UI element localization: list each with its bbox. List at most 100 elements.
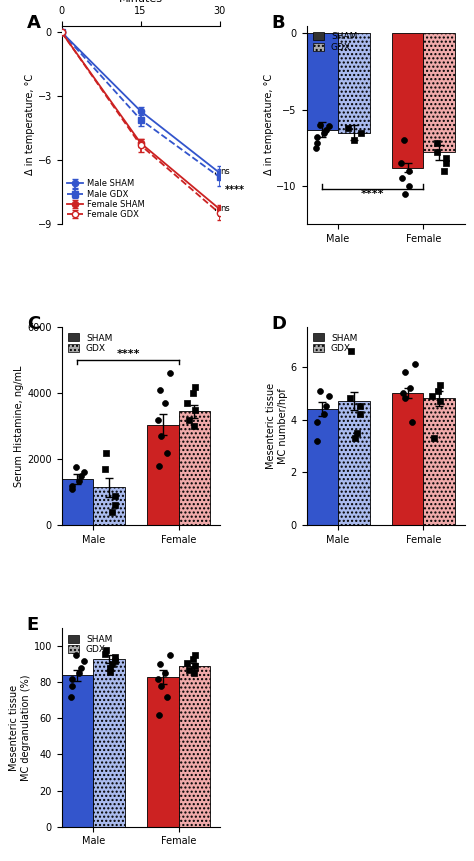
Point <box>191 419 198 433</box>
Point <box>112 650 119 664</box>
Point <box>164 690 171 703</box>
Bar <box>147 677 179 827</box>
Point <box>320 126 328 139</box>
Point <box>68 479 76 492</box>
Point <box>434 384 441 398</box>
X-axis label: Minutes: Minutes <box>118 0 163 4</box>
Point <box>164 446 171 460</box>
Y-axis label: Δ in temperature, °C: Δ in temperature, °C <box>25 74 35 176</box>
Point <box>77 469 85 483</box>
Point <box>313 130 321 144</box>
Bar <box>307 409 338 525</box>
Point <box>155 672 162 685</box>
Point <box>406 179 413 193</box>
Point <box>68 679 76 693</box>
Point <box>106 665 114 678</box>
Point <box>356 407 364 421</box>
Point <box>191 660 199 673</box>
Bar <box>338 34 370 133</box>
Point <box>433 146 441 159</box>
Point <box>313 415 321 429</box>
Point <box>191 380 199 393</box>
Point <box>111 499 119 512</box>
Point <box>111 653 119 667</box>
Point <box>322 122 329 136</box>
Point <box>399 387 407 400</box>
Bar <box>307 34 338 129</box>
Point <box>155 708 163 722</box>
Bar <box>423 34 455 152</box>
Text: C: C <box>27 315 40 333</box>
Point <box>67 690 74 703</box>
Y-axis label: Mesenteric tissue
MC number/hpf: Mesenteric tissue MC number/hpf <box>266 383 288 469</box>
Point <box>409 415 416 429</box>
Point <box>401 392 409 406</box>
Bar <box>62 675 93 827</box>
Point <box>184 656 191 670</box>
Point <box>101 647 109 660</box>
Point <box>77 661 85 675</box>
Point <box>106 661 114 675</box>
Y-axis label: Serum Histamine, ng/mL: Serum Histamine, ng/mL <box>15 365 25 487</box>
Point <box>357 126 365 139</box>
Text: ****: **** <box>361 189 384 199</box>
Point <box>401 187 408 201</box>
Point <box>347 344 355 358</box>
Point <box>112 489 119 503</box>
Point <box>322 400 329 413</box>
Point <box>102 643 110 657</box>
Point <box>157 679 164 693</box>
Text: ****: **** <box>116 350 140 360</box>
Bar <box>392 34 423 168</box>
Point <box>102 446 110 460</box>
Point <box>436 378 444 392</box>
Point <box>155 459 163 473</box>
Point <box>75 474 82 487</box>
Point <box>313 434 321 448</box>
Legend: SHAM, GDX: SHAM, GDX <box>311 30 359 53</box>
Point <box>344 121 352 135</box>
Point <box>68 672 76 685</box>
Point <box>162 396 169 410</box>
Point <box>351 431 359 445</box>
Point <box>157 430 164 443</box>
Point <box>108 658 116 672</box>
Legend: Male SHAM, Male GDX, Female SHAM, Female GDX: Male SHAM, Male GDX, Female SHAM, Female… <box>66 178 145 220</box>
Point <box>156 658 164 672</box>
Point <box>317 118 324 132</box>
Y-axis label: Mesenteric tissue
MC degranulation (%): Mesenteric tissue MC degranulation (%) <box>9 674 31 781</box>
Legend: SHAM, GDX: SHAM, GDX <box>66 633 114 656</box>
Bar <box>392 393 423 525</box>
Text: ns: ns <box>221 203 230 213</box>
Point <box>442 152 450 165</box>
Point <box>191 666 198 680</box>
Point <box>75 666 82 680</box>
Point <box>166 648 174 662</box>
Point <box>81 466 88 480</box>
Bar <box>62 479 93 525</box>
Point <box>68 482 76 496</box>
Point <box>72 648 79 662</box>
Point <box>325 120 333 133</box>
Point <box>350 133 357 147</box>
Bar <box>93 659 125 827</box>
Text: ****: **** <box>225 185 245 195</box>
Point <box>155 412 162 426</box>
Point <box>320 407 328 421</box>
Bar <box>179 412 210 525</box>
Point <box>400 133 408 147</box>
Point <box>108 505 116 519</box>
Bar <box>147 424 179 525</box>
Text: B: B <box>272 14 285 32</box>
Point <box>398 171 406 185</box>
Point <box>162 666 169 680</box>
Point <box>346 392 354 406</box>
Point <box>185 663 193 677</box>
Point <box>191 648 199 662</box>
Text: ]: ] <box>217 170 221 180</box>
Point <box>433 136 441 150</box>
Text: ns: ns <box>221 167 230 177</box>
Point <box>156 383 164 397</box>
Point <box>185 412 193 426</box>
Point <box>436 394 443 408</box>
